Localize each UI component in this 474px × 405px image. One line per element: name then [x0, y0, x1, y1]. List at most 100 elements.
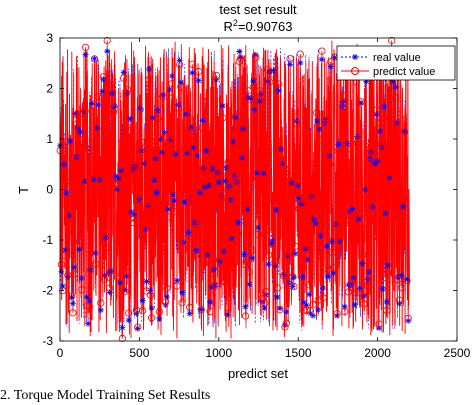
- subtitle-value: =0.90763: [238, 19, 293, 34]
- predict-value-point: [338, 99, 346, 107]
- predict-value-point: [291, 242, 299, 250]
- y-tick-label: -2: [42, 284, 53, 298]
- predict-value-point: [59, 287, 67, 295]
- real-value-point: [325, 273, 332, 280]
- real-value-point: [66, 212, 73, 219]
- real-value-point: [188, 124, 195, 131]
- predict-value-point: [399, 195, 407, 203]
- predict-value-point: [252, 53, 260, 62]
- real-value-point: [381, 103, 388, 110]
- predict-value-point: [211, 281, 219, 290]
- predict-value-point: [216, 264, 224, 272]
- x-tick-label: 500: [129, 346, 149, 360]
- predict-value-point: [102, 243, 110, 252]
- real-value-point: [125, 317, 132, 324]
- real-value-point: [69, 300, 76, 307]
- predict-value-point: [223, 161, 231, 169]
- predict-value-point: [173, 282, 181, 290]
- real-value-point: [148, 305, 155, 312]
- real-value-point: [369, 204, 376, 211]
- real-value-point: [172, 151, 179, 158]
- real-value-point: [171, 197, 178, 204]
- real-value-point: [278, 146, 285, 153]
- predict-value-point: [113, 181, 121, 189]
- real-value-point: [120, 69, 127, 76]
- predict-value-point: [334, 147, 342, 155]
- predict-value-point: [257, 91, 265, 99]
- real-value-point: [355, 215, 362, 222]
- predict-value-point: [163, 284, 171, 293]
- real-value-point: [85, 320, 92, 327]
- real-value-point: [195, 77, 202, 84]
- predict-value-point: [268, 240, 276, 248]
- real-value-point: [400, 203, 407, 210]
- real-value-point: [180, 239, 187, 246]
- real-value-point: [106, 289, 113, 296]
- predict-value-point: [325, 161, 334, 169]
- predict-value-point: [210, 256, 218, 264]
- predict-value-point: [379, 274, 387, 282]
- real-value-point: [362, 186, 369, 193]
- real-value-point: [170, 191, 177, 198]
- real-value-point: [96, 176, 103, 183]
- real-value-point: [95, 101, 102, 108]
- predict-value-point: [187, 124, 195, 132]
- predict-value-point: [69, 309, 77, 317]
- real-value-point: [60, 161, 67, 168]
- predict-value-point: [286, 54, 294, 63]
- predict-value-point: [277, 156, 285, 165]
- real-value-point: [382, 210, 389, 217]
- real-value-point: [121, 286, 128, 293]
- real-value-point: [204, 251, 211, 258]
- predict-value-point: [206, 307, 214, 316]
- real-value-point: [73, 154, 80, 161]
- predict-value-point: [240, 260, 248, 268]
- predict-value-point: [238, 148, 246, 156]
- real-value-point: [241, 251, 248, 258]
- real-value-point: [354, 133, 361, 140]
- real-value-point: [304, 256, 311, 263]
- real-value-point: [238, 154, 245, 161]
- predict-value-point: [254, 230, 262, 239]
- real-value-point: [97, 307, 104, 314]
- predict-value-point: [367, 137, 375, 145]
- real-value-point: [344, 140, 351, 147]
- predict-value-point: [109, 108, 118, 116]
- real-value-point: [90, 176, 97, 183]
- predict-value-point: [209, 154, 217, 162]
- predict-value-point: [400, 128, 408, 136]
- predict-value-point: [169, 196, 177, 205]
- predict-value-point: [273, 284, 281, 292]
- predict-value-point: [130, 219, 138, 227]
- predict-value-point: [299, 263, 307, 271]
- predict-value-point: [158, 157, 166, 166]
- predict-value-point: [70, 269, 78, 278]
- plot-series: [56, 36, 412, 342]
- real-value-point: [139, 297, 146, 304]
- predict-value-point: [292, 119, 301, 128]
- real-value-point: [315, 306, 322, 313]
- predict-value-point: [297, 189, 306, 197]
- predict-value-point: [309, 301, 317, 309]
- real-value-point: [119, 324, 126, 331]
- real-value-point: [312, 220, 319, 227]
- real-value-point: [243, 206, 250, 213]
- predict-value-point: [295, 205, 303, 213]
- real-value-point: [392, 84, 399, 91]
- real-value-point: [280, 271, 287, 278]
- real-value-point: [268, 240, 275, 247]
- real-value-point: [101, 272, 108, 279]
- predict-value-point: [68, 292, 76, 300]
- predict-value-point: [301, 233, 309, 241]
- predict-value-point: [285, 281, 293, 290]
- predict-value-point: [304, 250, 312, 258]
- predict-value-point: [170, 208, 179, 216]
- predict-value-point: [353, 139, 361, 147]
- real-value-point: [228, 235, 235, 242]
- predict-value-point: [388, 36, 396, 45]
- series-predict-value-line: [59, 40, 410, 339]
- predict-value-point: [220, 254, 228, 262]
- real-value-point: [303, 302, 310, 309]
- predict-value-point: [144, 198, 152, 206]
- predict-value-point: [403, 276, 411, 285]
